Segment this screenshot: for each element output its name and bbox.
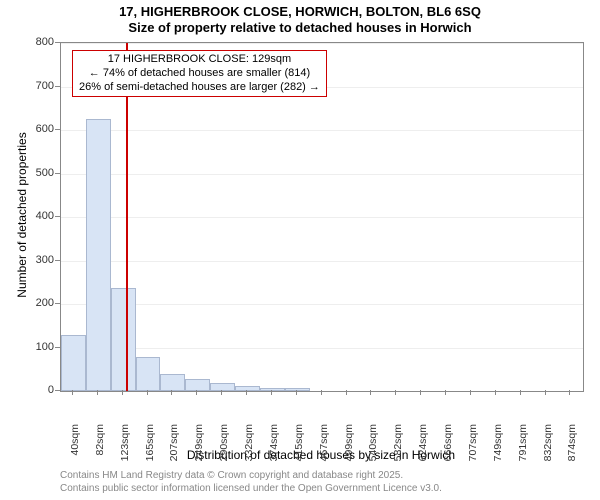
x-tick-mark [147,390,148,395]
gridline [61,43,583,44]
y-tick-mark [55,390,60,391]
histogram-bar [210,383,235,391]
histogram-bar [285,388,310,391]
x-tick-mark [445,390,446,395]
y-tick-mark [55,173,60,174]
x-tick-mark [346,390,347,395]
x-tick-mark [171,390,172,395]
x-tick-label: 457sqm [318,424,330,472]
y-tick-mark [55,42,60,43]
x-tick-label: 666sqm [442,424,454,472]
y-tick-label: 500 [28,167,54,179]
histogram-bar [235,386,260,391]
x-tick-mark [196,390,197,395]
x-tick-mark [271,390,272,395]
y-tick-label: 800 [28,36,54,48]
x-tick-mark [520,390,521,395]
x-tick-mark [569,390,570,395]
y-tick-label: 700 [28,80,54,92]
gridline [61,261,583,262]
chart-title-main: 17, HIGHERBROOK CLOSE, HORWICH, BOLTON, … [0,4,600,19]
x-tick-label: 290sqm [218,424,230,472]
x-tick-label: 582sqm [392,424,404,472]
y-tick-label: 0 [28,384,54,396]
x-tick-mark [122,390,123,395]
x-tick-mark [395,390,396,395]
x-tick-label: 874sqm [566,424,578,472]
x-tick-mark [370,390,371,395]
x-tick-mark [321,390,322,395]
histogram-bar [136,357,161,391]
x-tick-label: 832sqm [542,424,554,472]
gridline [61,217,583,218]
y-tick-mark [55,260,60,261]
x-tick-label: 374sqm [268,424,280,472]
chart-title-sub: Size of property relative to detached ho… [0,20,600,35]
x-tick-label: 165sqm [144,424,156,472]
y-axis-title: Number of detached properties [15,115,29,315]
y-tick-label: 300 [28,254,54,266]
histogram-bar [86,119,111,391]
gridline [61,174,583,175]
x-tick-mark [545,390,546,395]
x-tick-mark [470,390,471,395]
x-tick-label: 415sqm [293,424,305,472]
y-tick-label: 100 [28,341,54,353]
y-tick-label: 400 [28,210,54,222]
x-tick-mark [420,390,421,395]
histogram-bar [61,335,86,391]
footer-line2: Contains public sector information licen… [60,483,442,494]
histogram-bar [185,379,210,391]
x-tick-mark [246,390,247,395]
x-tick-label: 82sqm [94,424,106,472]
x-tick-label: 332sqm [243,424,255,472]
annotation-line3: 26% of semi-detached houses are larger (… [79,81,320,95]
gridline [61,130,583,131]
x-tick-mark [221,390,222,395]
y-tick-mark [55,347,60,348]
x-tick-label: 707sqm [467,424,479,472]
x-tick-label: 123sqm [119,424,131,472]
gridline [61,304,583,305]
chart-container: 17, HIGHERBROOK CLOSE, HORWICH, BOLTON, … [0,0,600,500]
y-tick-mark [55,86,60,87]
x-tick-label: 40sqm [69,424,81,472]
x-tick-label: 540sqm [367,424,379,472]
x-tick-mark [97,390,98,395]
x-tick-mark [72,390,73,395]
annotation-box: 17 HIGHERBROOK CLOSE: 129sqm ← 74% of de… [72,50,327,97]
x-tick-label: 207sqm [168,424,180,472]
gridline [61,348,583,349]
histogram-bar [111,288,136,391]
histogram-bar [260,388,285,391]
y-tick-mark [55,303,60,304]
x-tick-label: 749sqm [492,424,504,472]
annotation-line1: 17 HIGHERBROOK CLOSE: 129sqm [79,53,320,67]
x-tick-label: 249sqm [193,424,205,472]
x-tick-mark [296,390,297,395]
y-tick-mark [55,129,60,130]
x-tick-label: 791sqm [517,424,529,472]
y-tick-label: 200 [28,297,54,309]
x-tick-label: 499sqm [343,424,355,472]
histogram-bar [160,374,185,391]
y-tick-mark [55,216,60,217]
x-tick-label: 624sqm [417,424,429,472]
x-tick-mark [495,390,496,395]
annotation-line2: ← 74% of detached houses are smaller (81… [79,67,320,81]
y-tick-label: 600 [28,123,54,135]
